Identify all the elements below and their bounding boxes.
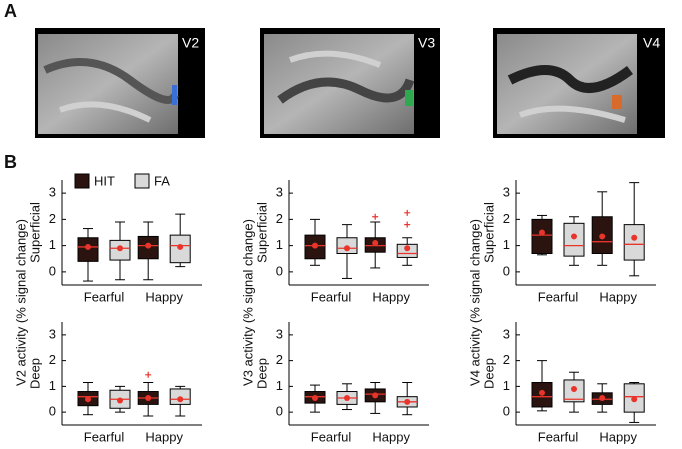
row-label: Deep bbox=[27, 358, 42, 389]
box bbox=[623, 224, 645, 261]
outlier bbox=[404, 221, 411, 228]
y-tick-label: 2 bbox=[503, 352, 510, 367]
y-tick-label: 1 bbox=[276, 378, 283, 393]
mean bbox=[571, 233, 577, 240]
mean bbox=[177, 243, 184, 250]
mean bbox=[631, 396, 638, 403]
y-axis-label: V3 activity (% signal change) bbox=[240, 219, 255, 386]
y-tick-label: 3 bbox=[503, 185, 510, 200]
y-tick-label: 1 bbox=[503, 237, 510, 252]
mean bbox=[117, 245, 123, 252]
outlier bbox=[145, 371, 152, 378]
panel-label: A bbox=[4, 1, 17, 21]
x-tick-label: Happy bbox=[372, 429, 410, 444]
mri-image bbox=[260, 28, 440, 138]
y-tick-label: 0 bbox=[49, 404, 56, 419]
y-tick-label: 1 bbox=[276, 237, 283, 252]
mean bbox=[599, 233, 606, 240]
row-label: Deep bbox=[254, 358, 269, 389]
x-tick-label: Happy bbox=[372, 289, 410, 304]
image-label: V4 bbox=[643, 35, 660, 51]
x-tick-label: Happy bbox=[599, 429, 637, 444]
y-axis-label: V2 activity (% signal change) bbox=[13, 219, 28, 386]
outlier bbox=[404, 209, 411, 216]
mean bbox=[372, 392, 379, 399]
y-tick-label: 0 bbox=[49, 263, 56, 278]
mean bbox=[539, 389, 545, 396]
mean bbox=[85, 243, 91, 250]
mean bbox=[344, 245, 350, 252]
y-tick-label: 1 bbox=[503, 378, 510, 393]
image-label: V3 bbox=[418, 35, 435, 51]
row-label: Superficial bbox=[254, 202, 269, 263]
box bbox=[531, 218, 553, 254]
mri-image bbox=[493, 28, 665, 138]
x-tick-label: Fearful bbox=[538, 289, 579, 304]
x-tick-label: Happy bbox=[145, 429, 183, 444]
y-tick-label: 3 bbox=[49, 185, 56, 200]
y-tick-label: 2 bbox=[276, 352, 283, 367]
x-tick-label: Fearful bbox=[311, 289, 352, 304]
legend-swatch bbox=[74, 173, 90, 189]
outlier bbox=[372, 213, 379, 220]
row-label: Superficial bbox=[481, 202, 496, 263]
mri-image bbox=[35, 28, 205, 138]
y-tick-label: 3 bbox=[503, 326, 510, 341]
mean bbox=[571, 385, 577, 392]
y-tick-label: 3 bbox=[49, 326, 56, 341]
legend-swatch bbox=[134, 173, 150, 189]
legend-label: HIT bbox=[94, 173, 115, 188]
panel-label: B bbox=[4, 152, 17, 172]
mean bbox=[599, 394, 606, 401]
mean bbox=[372, 240, 379, 246]
x-tick-label: Happy bbox=[599, 289, 637, 304]
y-tick-label: 3 bbox=[276, 185, 283, 200]
y-tick-label: 1 bbox=[49, 237, 56, 252]
x-tick-label: Fearful bbox=[538, 429, 579, 444]
y-tick-label: 0 bbox=[276, 263, 283, 278]
y-axis-label: V4 activity (% signal change) bbox=[467, 219, 482, 386]
mean bbox=[404, 245, 411, 252]
y-tick-label: 2 bbox=[503, 211, 510, 226]
row-label: Deep bbox=[481, 358, 496, 389]
image-label: V2 bbox=[182, 35, 199, 51]
y-tick-label: 0 bbox=[276, 404, 283, 419]
x-tick-label: Fearful bbox=[311, 429, 352, 444]
mean bbox=[145, 242, 152, 249]
mean bbox=[85, 396, 91, 403]
row-label: Superficial bbox=[27, 202, 42, 263]
y-tick-label: 3 bbox=[276, 326, 283, 341]
y-tick-label: 2 bbox=[49, 211, 56, 226]
mean bbox=[631, 234, 638, 241]
mean bbox=[312, 242, 318, 249]
y-tick-label: 0 bbox=[503, 263, 510, 278]
mean bbox=[177, 396, 184, 403]
mean bbox=[312, 394, 318, 401]
mean bbox=[539, 229, 545, 236]
y-tick-label: 2 bbox=[276, 211, 283, 226]
x-tick-label: Fearful bbox=[84, 429, 125, 444]
mean bbox=[404, 398, 411, 405]
x-tick-label: Happy bbox=[145, 289, 183, 304]
y-tick-label: 1 bbox=[49, 378, 56, 393]
box bbox=[563, 222, 585, 257]
y-tick-label: 0 bbox=[503, 404, 510, 419]
legend-label: FA bbox=[154, 173, 170, 188]
mean bbox=[344, 394, 350, 401]
mean bbox=[117, 397, 123, 404]
mean bbox=[145, 394, 152, 401]
x-tick-label: Fearful bbox=[84, 289, 125, 304]
y-tick-label: 2 bbox=[49, 352, 56, 367]
